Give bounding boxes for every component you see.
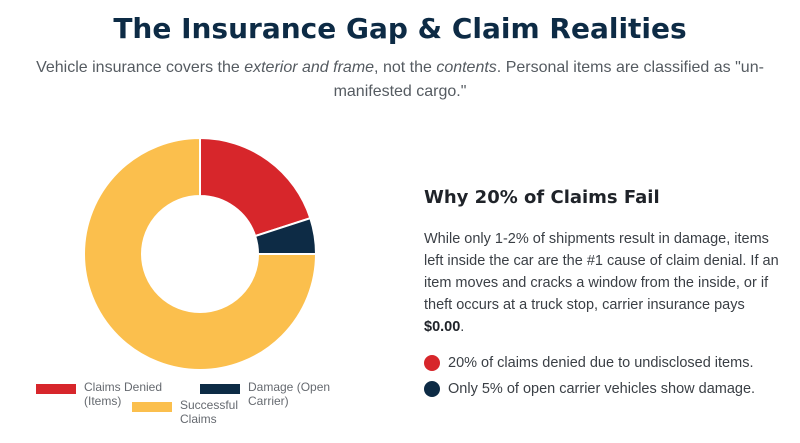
bullet-dot-icon (424, 381, 440, 397)
chart-legend: Claims Denied (Items) Damage (Open Carrie… (0, 376, 400, 443)
page-subtitle: Vehicle insurance covers the exterior an… (20, 56, 780, 104)
legend-item-successful-claims[interactable]: Successful Claims (132, 398, 270, 426)
legend-label: Successful Claims (180, 398, 239, 426)
slice-claims-denied-items[interactable] (199, 136, 312, 238)
bullet-text: Only 5% of open carrier vehicles show da… (448, 381, 756, 397)
bullet-list: 20% of claims denied due to undisclosed … (424, 354, 784, 398)
panel-body-text: While only 1-2% of shipments result in d… (424, 231, 779, 313)
legend-label: Claims Denied (Items) (84, 380, 163, 408)
legend-item-claims-denied-items[interactable]: Claims Denied (Items) (36, 380, 174, 408)
subtitle-emphasis-2: contents (436, 59, 497, 76)
info-panel: Why 20% of Claims Fail While only 1-2% o… (424, 187, 784, 406)
panel-body-end: . (460, 319, 465, 335)
subtitle-emphasis-1: exterior and frame (244, 59, 375, 76)
bullet-item-denied: 20% of claims denied due to undisclosed … (424, 354, 784, 372)
legend-swatch (36, 384, 76, 394)
bullet-text: 20% of claims denied due to undisclosed … (448, 355, 754, 371)
panel-title: Why 20% of Claims Fail (424, 187, 660, 208)
page-title: The Insurance Gap & Claim Realities (113, 12, 687, 45)
subtitle-text-3: . Personal items are classified as "un-m… (333, 59, 764, 100)
legend-label: Damage (Open Carrier) (248, 380, 331, 408)
subtitle-text-1: Vehicle insurance covers the (36, 59, 245, 76)
panel-body-amount: $0.00 (424, 319, 461, 335)
bullet-dot-icon (424, 355, 440, 371)
subtitle-text-2: , not the (374, 59, 437, 76)
legend-item-damage-open-carrier[interactable]: Damage (Open Carrier) (200, 380, 338, 408)
legend-swatch (200, 384, 240, 394)
doughnut-chart (83, 136, 318, 371)
bullet-item-damage: Only 5% of open carrier vehicles show da… (424, 380, 784, 398)
panel-body: While only 1-2% of shipments result in d… (424, 228, 784, 338)
legend-swatch (132, 402, 172, 412)
slice-successful-claims[interactable] (83, 136, 318, 371)
